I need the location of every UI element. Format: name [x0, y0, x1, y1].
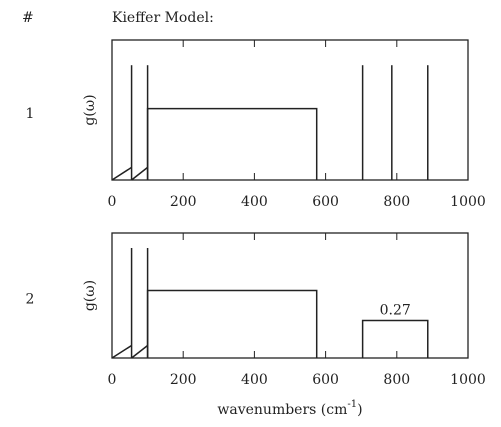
header: #: [22, 10, 34, 26]
x-tick-label: 200: [170, 194, 197, 210]
x-tick-label: 0: [108, 194, 117, 210]
x-tick-label: 600: [312, 194, 339, 210]
x-tick-label: 0: [108, 372, 117, 388]
x-tick-label: 600: [312, 372, 339, 388]
x-axis-label-text: wavenumbers (cm: [217, 402, 347, 418]
x-tick-label: 400: [241, 372, 268, 388]
y-axis-label: g(ω): [82, 94, 98, 125]
x-tick-label: 1000: [450, 194, 486, 210]
row-label: 2: [26, 292, 35, 308]
x-tick-label: 800: [383, 194, 410, 210]
acoustic-branch: [111, 344, 149, 359]
acoustic-branch: [111, 166, 149, 181]
x-axis-label: wavenumbers (cm-1): [217, 399, 362, 419]
plot-frame: [111, 39, 469, 181]
optic-band: [146, 107, 318, 180]
title: Kieffer Model:: [112, 10, 214, 26]
band-label: 0.27: [380, 303, 411, 319]
x-axis-label-end: ): [357, 402, 362, 418]
row-label: 1: [26, 106, 35, 122]
x-axis-label-sup: -1: [347, 399, 357, 410]
optic-band: [361, 319, 429, 358]
x-tick-label: 200: [170, 372, 197, 388]
y-axis-label: g(ω): [82, 280, 98, 311]
x-tick-label: 400: [241, 194, 268, 210]
x-tick-label: 800: [383, 372, 410, 388]
plot-frame: [111, 232, 469, 359]
optic-band: [146, 289, 318, 358]
x-tick-label: 1000: [450, 372, 486, 388]
